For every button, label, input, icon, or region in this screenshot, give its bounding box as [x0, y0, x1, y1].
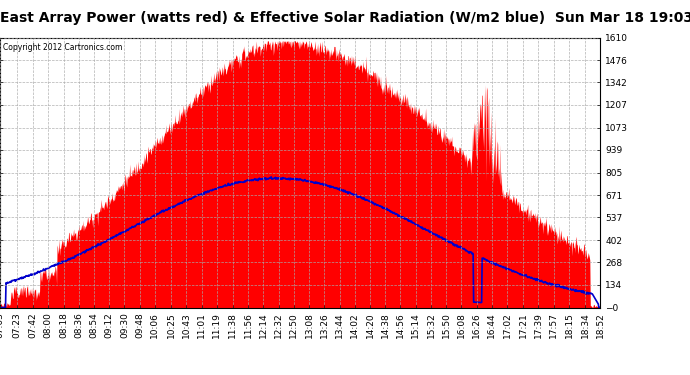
Text: East Array Power (watts red) & Effective Solar Radiation (W/m2 blue)  Sun Mar 18: East Array Power (watts red) & Effective…: [0, 11, 690, 25]
Text: Copyright 2012 Cartronics.com: Copyright 2012 Cartronics.com: [3, 43, 122, 52]
